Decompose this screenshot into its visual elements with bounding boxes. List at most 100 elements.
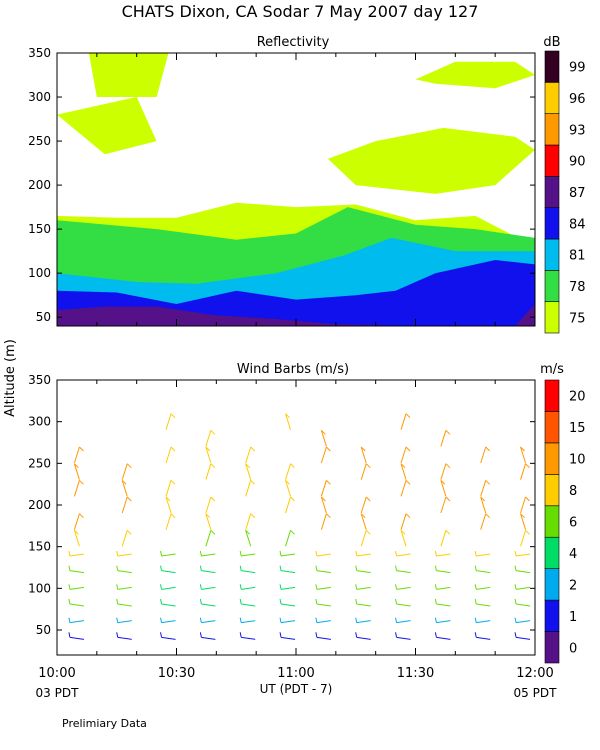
wind-barb xyxy=(434,598,451,607)
wind-barb xyxy=(73,479,84,497)
wind-colorbar-tick-label: 10 xyxy=(569,453,586,468)
wind-colorbar-swatch-15 xyxy=(544,411,560,444)
wind-barb xyxy=(360,513,367,530)
wind-barb xyxy=(245,463,252,480)
wind-barb xyxy=(514,550,531,557)
wind-barb xyxy=(285,479,292,497)
wind-barb xyxy=(205,529,216,547)
wind-barb xyxy=(279,617,296,624)
wind-colorbar-swatch-10 xyxy=(544,442,560,475)
wind-x-axis: 10:00 10:30 11:00 11:30 12:00 xyxy=(38,380,554,681)
wind-barb xyxy=(165,513,176,530)
wind-barb xyxy=(315,598,331,607)
x-tick-label: 11:30 xyxy=(397,666,434,681)
wind-barb xyxy=(395,550,411,557)
wind-colorbar-tick-label: 1 xyxy=(569,610,577,625)
wind-barb xyxy=(440,463,451,480)
wind-barb xyxy=(514,565,531,574)
reflectivity-colorbar-swatch-87 xyxy=(544,176,560,208)
reflectivity-y-tick-label: 300 xyxy=(28,90,51,104)
x-end-note: 05 PDT xyxy=(514,686,558,700)
wind-y-tick-label: 300 xyxy=(28,415,51,429)
wind-barb xyxy=(440,429,451,447)
reflectivity-colorbar-tick-label: 75 xyxy=(569,311,586,326)
wind-y-tick-label: 350 xyxy=(28,373,51,387)
wind-y-tick-label: 150 xyxy=(28,540,51,554)
wind-barb xyxy=(315,632,331,640)
wind-barb xyxy=(434,565,451,574)
wind-barb xyxy=(474,584,491,590)
wind-plot-area xyxy=(68,413,531,640)
wind-barb xyxy=(474,565,491,574)
wind-barb xyxy=(239,550,256,557)
reflectivity-colorbar-tick-label: 78 xyxy=(569,280,586,295)
wind-barb xyxy=(160,632,176,640)
reflectivity-colorbar-swatch-78 xyxy=(544,270,560,302)
wind-barb xyxy=(440,479,447,497)
x-start-note: 03 PDT xyxy=(36,686,80,700)
wind-barb xyxy=(279,598,296,607)
x-tick-label: 12:00 xyxy=(516,666,553,681)
wind-colorbar-tick-label: 0 xyxy=(569,641,577,656)
wind-barb xyxy=(514,617,531,624)
wind-barb xyxy=(199,550,216,557)
wind-colorbar-swatch-4 xyxy=(544,536,560,569)
wind-barb xyxy=(434,617,451,624)
wind-barb xyxy=(68,565,84,574)
wind-barb xyxy=(116,550,132,557)
wind-barb xyxy=(160,617,176,624)
wind-barb xyxy=(165,446,176,464)
wind-barb xyxy=(245,446,256,464)
wind-barb xyxy=(480,513,491,530)
wind-barb xyxy=(315,617,331,624)
wind-barb xyxy=(474,550,491,557)
reflectivity-colorbar-tick-label: 84 xyxy=(569,217,586,232)
wind-barb xyxy=(520,513,527,530)
reflectivity-colorbar-tick-label: 90 xyxy=(569,155,586,170)
reflectivity-contour-87-9 xyxy=(515,304,535,326)
wind-barb xyxy=(480,496,487,514)
wind-barb xyxy=(360,496,371,514)
wind-barb xyxy=(239,598,256,607)
wind-barb xyxy=(245,513,256,530)
wind-barb xyxy=(279,584,296,590)
wind-barb xyxy=(395,584,411,590)
figure-title: CHATS Dixon, CA Sodar 7 May 2007 day 127 xyxy=(122,2,479,21)
wind-barb xyxy=(520,496,530,514)
wind-barb xyxy=(68,632,84,640)
wind-colorbar-swatch-6 xyxy=(544,505,560,538)
wind-barb xyxy=(73,446,84,464)
wind-barb xyxy=(239,632,256,640)
wind-barb xyxy=(121,479,128,497)
reflectivity-colorbar-swatch-81 xyxy=(544,238,560,271)
reflectivity-y-tick-label: 350 xyxy=(28,46,51,60)
wind-barb xyxy=(514,598,531,607)
wind-colorbar-tick-label: 15 xyxy=(569,421,586,436)
reflectivity-contour-75-2 xyxy=(57,97,157,155)
wind-barb xyxy=(239,617,256,624)
wind-barb xyxy=(320,429,327,447)
wind-colorbar-swatch-1 xyxy=(544,599,560,632)
wind-colorbar-tick-label: 4 xyxy=(569,547,577,562)
wind-barb xyxy=(160,565,176,574)
wind-barb xyxy=(480,479,491,497)
footer-note: Prelimiary Data xyxy=(62,717,147,730)
reflectivity-colorbar-swatch-75 xyxy=(544,301,560,334)
wind-barb xyxy=(400,513,411,530)
reflectivity-y-tick-label: 150 xyxy=(28,222,51,236)
wind-barb xyxy=(199,565,216,574)
wind-barb xyxy=(68,598,84,607)
wind-barb xyxy=(165,479,176,497)
reflectivity-colorbar-swatch-93 xyxy=(544,113,560,146)
reflectivity-colorbar: 75 78 81 84 87 90 93 96 99 xyxy=(544,50,586,334)
wind-y-tick-label: 100 xyxy=(28,581,51,595)
reflectivity-colorbar-tick-label: 96 xyxy=(569,92,586,107)
wind-colorbar-swatch-8 xyxy=(544,474,560,507)
wind-barb xyxy=(285,496,295,514)
wind-barb xyxy=(474,632,491,640)
wind-barb xyxy=(400,413,411,430)
wind-barb xyxy=(239,565,256,574)
wind-colorbar-swatch-20 xyxy=(544,379,560,412)
wind-y-tick-label: 250 xyxy=(28,456,51,470)
